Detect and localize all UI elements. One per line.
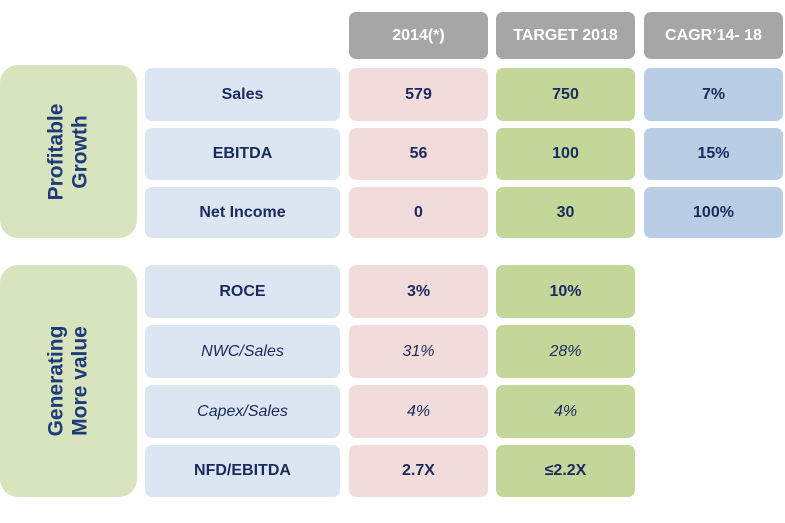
metric-capex-sales: Capex/Sales [145, 385, 340, 438]
metric-nfd-ebitda: NFD/EBITDA [145, 445, 340, 497]
ebitda-cagr: 15% [644, 128, 783, 180]
metric-sales: Sales [145, 68, 340, 121]
group-profitable-line2: Growth [68, 114, 92, 189]
group-generating-more-value: Generating More value [0, 265, 137, 497]
nfd-ebitda-2014: 2.7X [349, 445, 488, 497]
net-income-2014: 0 [349, 187, 488, 238]
header-target-2018: TARGET 2018 [496, 12, 635, 59]
net-income-cagr: 100% [644, 187, 783, 238]
net-income-target: 30 [496, 187, 635, 238]
sales-target: 750 [496, 68, 635, 121]
group-generating-line2: More value [68, 326, 92, 436]
nwc-sales-2014: 31% [349, 325, 488, 378]
metric-roce: ROCE [145, 265, 340, 318]
metric-ebitda: EBITDA [145, 128, 340, 180]
header-2014: 2014(*) [349, 12, 488, 59]
sales-2014: 579 [349, 68, 488, 121]
roce-2014: 3% [349, 265, 488, 318]
nfd-ebitda-target: ≤2.2X [496, 445, 635, 497]
ebitda-target: 100 [496, 128, 635, 180]
capex-sales-target: 4% [496, 385, 635, 438]
group-profitable-growth-label: Profitable Growth [44, 103, 92, 200]
header-cagr: CAGR’14- 18 [644, 12, 783, 59]
sales-cagr: 7% [644, 68, 783, 121]
capex-sales-2014: 4% [349, 385, 488, 438]
metric-net-income: Net Income [145, 187, 340, 238]
metric-nwc-sales: NWC/Sales [145, 325, 340, 378]
roce-target: 10% [496, 265, 635, 318]
nwc-sales-target: 28% [496, 325, 635, 378]
group-generating-label: Generating More value [44, 326, 92, 437]
group-generating-line1: Generating [44, 325, 68, 437]
group-profitable-growth: Profitable Growth [0, 65, 137, 238]
group-profitable-line1: Profitable [44, 103, 68, 200]
ebitda-2014: 56 [349, 128, 488, 180]
